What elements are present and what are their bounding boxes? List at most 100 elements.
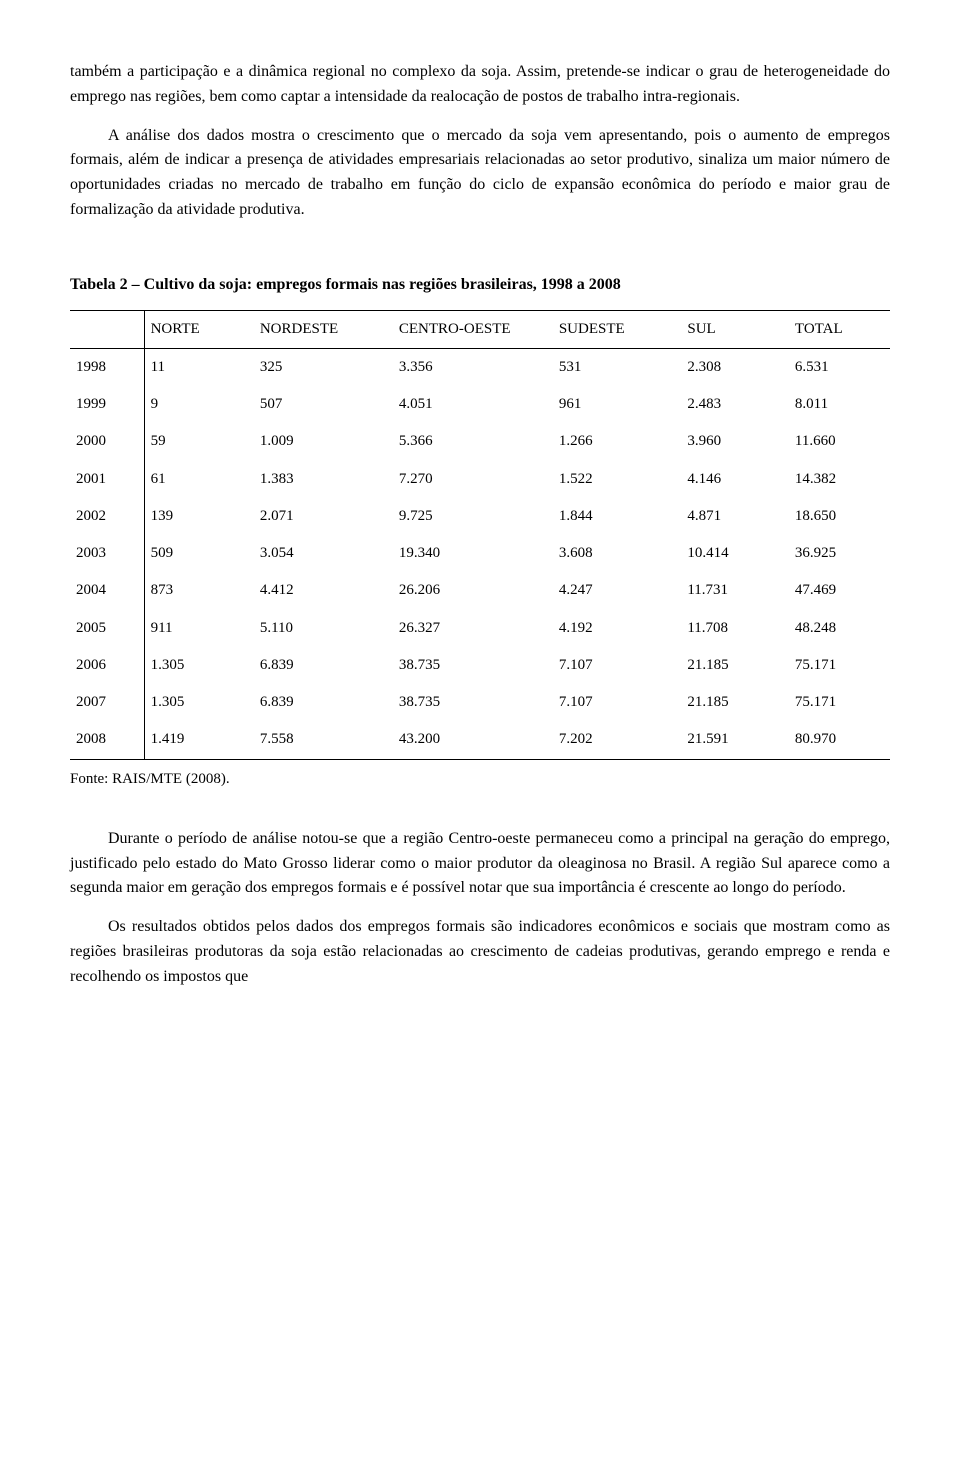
cell-value: 11.660 bbox=[789, 423, 890, 460]
cell-value: 325 bbox=[254, 348, 393, 386]
table-source: Fonte: RAIS/MTE (2008). bbox=[70, 768, 890, 791]
col-norte: NORTE bbox=[144, 310, 254, 348]
col-nordeste: NORDESTE bbox=[254, 310, 393, 348]
cell-value: 1.009 bbox=[254, 423, 393, 460]
cell-value: 961 bbox=[553, 386, 682, 423]
cell-value: 873 bbox=[144, 572, 254, 609]
cell-value: 7.107 bbox=[553, 684, 682, 721]
cell-value: 6.531 bbox=[789, 348, 890, 386]
cell-value: 9 bbox=[144, 386, 254, 423]
cell-value: 36.925 bbox=[789, 535, 890, 572]
cell-value: 9.725 bbox=[393, 498, 553, 535]
table-row: 20048734.41226.2064.24711.73147.469 bbox=[70, 572, 890, 609]
cell-value: 3.356 bbox=[393, 348, 553, 386]
cell-value: 11.731 bbox=[681, 572, 789, 609]
cell-year: 2005 bbox=[70, 610, 144, 647]
cell-value: 7.270 bbox=[393, 461, 553, 498]
cell-value: 4.051 bbox=[393, 386, 553, 423]
cell-value: 1.844 bbox=[553, 498, 682, 535]
cell-value: 7.558 bbox=[254, 721, 393, 759]
cell-value: 507 bbox=[254, 386, 393, 423]
cell-value: 10.414 bbox=[681, 535, 789, 572]
cell-year: 2001 bbox=[70, 461, 144, 498]
cell-value: 3.608 bbox=[553, 535, 682, 572]
cell-value: 75.171 bbox=[789, 647, 890, 684]
cell-value: 26.327 bbox=[393, 610, 553, 647]
table-title: Tabela 2 – Cultivo da soja: empregos for… bbox=[70, 273, 890, 298]
cell-value: 61 bbox=[144, 461, 254, 498]
table-row: 20071.3056.83938.7357.10721.18575.171 bbox=[70, 684, 890, 721]
cell-value: 2.483 bbox=[681, 386, 789, 423]
table-row: 20035093.05419.3403.60810.41436.925 bbox=[70, 535, 890, 572]
cell-value: 1.305 bbox=[144, 647, 254, 684]
cell-value: 139 bbox=[144, 498, 254, 535]
cell-value: 4.192 bbox=[553, 610, 682, 647]
cell-value: 4.146 bbox=[681, 461, 789, 498]
cell-value: 8.011 bbox=[789, 386, 890, 423]
table-row: 199995074.0519612.4838.011 bbox=[70, 386, 890, 423]
cell-value: 43.200 bbox=[393, 721, 553, 759]
table-row: 20021392.0719.7251.8444.87118.650 bbox=[70, 498, 890, 535]
cell-value: 21.185 bbox=[681, 647, 789, 684]
cell-year: 1998 bbox=[70, 348, 144, 386]
employment-table: NORTE NORDESTE CENTRO-OESTE SUDESTE SUL … bbox=[70, 310, 890, 760]
cell-year: 2006 bbox=[70, 647, 144, 684]
cell-value: 38.735 bbox=[393, 684, 553, 721]
cell-value: 11.708 bbox=[681, 610, 789, 647]
cell-value: 59 bbox=[144, 423, 254, 460]
cell-value: 21.185 bbox=[681, 684, 789, 721]
cell-year: 2007 bbox=[70, 684, 144, 721]
cell-value: 1.419 bbox=[144, 721, 254, 759]
cell-value: 19.340 bbox=[393, 535, 553, 572]
cell-value: 1.383 bbox=[254, 461, 393, 498]
cell-value: 6.839 bbox=[254, 684, 393, 721]
cell-value: 1.266 bbox=[553, 423, 682, 460]
cell-year: 2004 bbox=[70, 572, 144, 609]
paragraph-3: Durante o período de análise notou-se qu… bbox=[70, 827, 890, 901]
cell-year: 2003 bbox=[70, 535, 144, 572]
cell-value: 1.305 bbox=[144, 684, 254, 721]
cell-value: 75.171 bbox=[789, 684, 890, 721]
cell-value: 4.871 bbox=[681, 498, 789, 535]
cell-year: 2002 bbox=[70, 498, 144, 535]
cell-value: 7.202 bbox=[553, 721, 682, 759]
table-row: 2001611.3837.2701.5224.14614.382 bbox=[70, 461, 890, 498]
cell-value: 26.206 bbox=[393, 572, 553, 609]
col-centro: CENTRO-OESTE bbox=[393, 310, 553, 348]
cell-value: 5.110 bbox=[254, 610, 393, 647]
cell-value: 38.735 bbox=[393, 647, 553, 684]
table-row: 20061.3056.83938.7357.10721.18575.171 bbox=[70, 647, 890, 684]
cell-value: 531 bbox=[553, 348, 682, 386]
paragraph-4: Os resultados obtidos pelos dados dos em… bbox=[70, 915, 890, 989]
cell-year: 2008 bbox=[70, 721, 144, 759]
table-row: 2000591.0095.3661.2663.96011.660 bbox=[70, 423, 890, 460]
cell-value: 1.522 bbox=[553, 461, 682, 498]
cell-value: 48.248 bbox=[789, 610, 890, 647]
cell-value: 4.412 bbox=[254, 572, 393, 609]
cell-value: 3.960 bbox=[681, 423, 789, 460]
cell-value: 3.054 bbox=[254, 535, 393, 572]
col-sudeste: SUDESTE bbox=[553, 310, 682, 348]
paragraph-2: A análise dos dados mostra o crescimento… bbox=[70, 124, 890, 223]
cell-value: 2.071 bbox=[254, 498, 393, 535]
paragraph-1: também a participação e a dinâmica regio… bbox=[70, 60, 890, 110]
cell-value: 5.366 bbox=[393, 423, 553, 460]
cell-year: 2000 bbox=[70, 423, 144, 460]
table-row: 20081.4197.55843.2007.20221.59180.970 bbox=[70, 721, 890, 759]
cell-value: 509 bbox=[144, 535, 254, 572]
col-year bbox=[70, 310, 144, 348]
cell-value: 911 bbox=[144, 610, 254, 647]
cell-value: 2.308 bbox=[681, 348, 789, 386]
table-row: 20059115.11026.3274.19211.70848.248 bbox=[70, 610, 890, 647]
table-row: 1998113253.3565312.3086.531 bbox=[70, 348, 890, 386]
cell-value: 7.107 bbox=[553, 647, 682, 684]
cell-value: 21.591 bbox=[681, 721, 789, 759]
cell-value: 18.650 bbox=[789, 498, 890, 535]
cell-value: 6.839 bbox=[254, 647, 393, 684]
cell-value: 14.382 bbox=[789, 461, 890, 498]
cell-year: 1999 bbox=[70, 386, 144, 423]
cell-value: 4.247 bbox=[553, 572, 682, 609]
table-body: 1998113253.3565312.3086.531199995074.051… bbox=[70, 348, 890, 759]
cell-value: 47.469 bbox=[789, 572, 890, 609]
table-header-row: NORTE NORDESTE CENTRO-OESTE SUDESTE SUL … bbox=[70, 310, 890, 348]
